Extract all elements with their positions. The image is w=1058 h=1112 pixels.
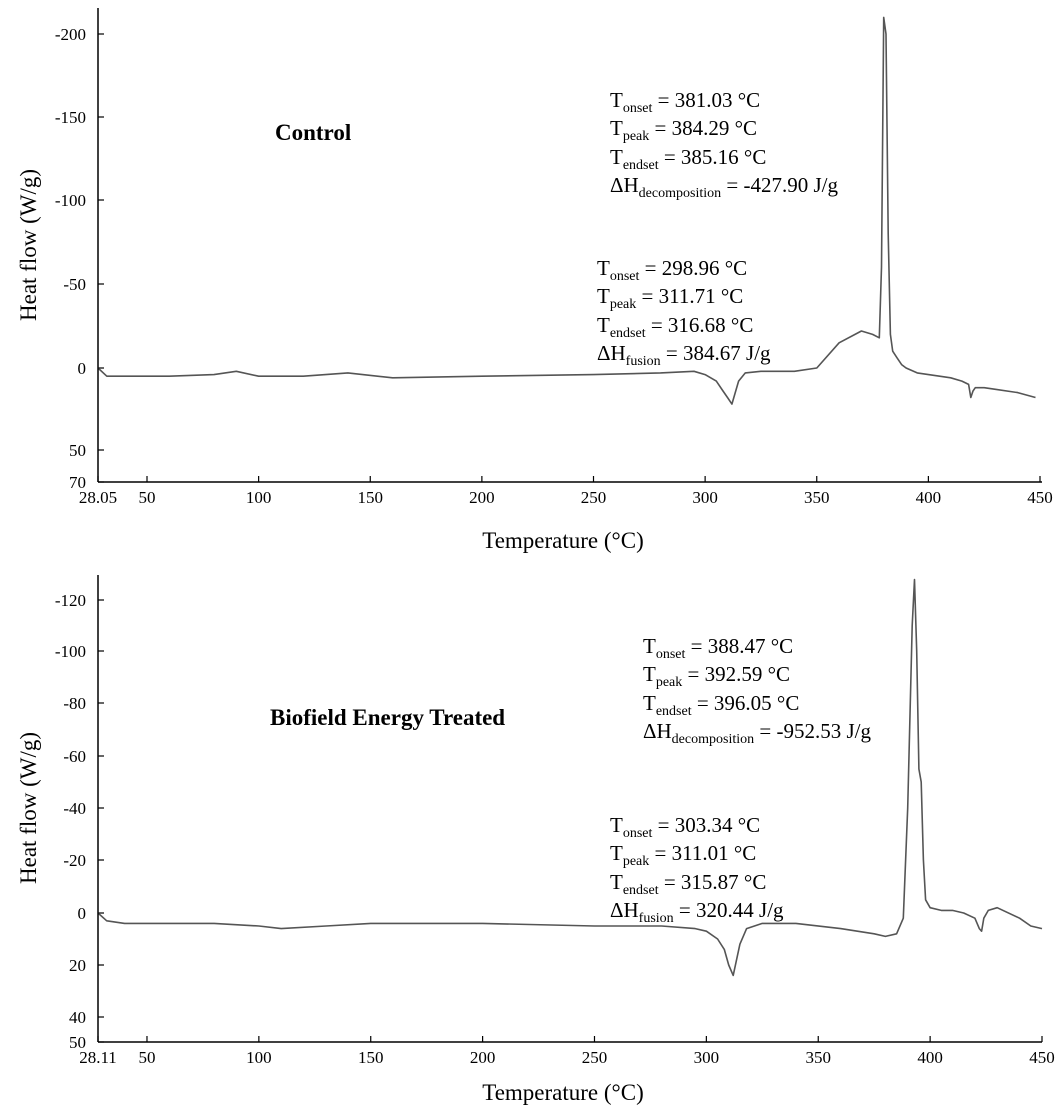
y-tick-label: 0 bbox=[78, 904, 87, 923]
dsc-curve bbox=[98, 17, 1036, 404]
x-tick-label: 100 bbox=[246, 488, 272, 507]
treated-x-ticks: 28.11 50 100 150 200 250 300 350 400 450 bbox=[79, 1036, 1055, 1067]
x-tick-label: 350 bbox=[804, 488, 830, 507]
x-tick-label: 450 bbox=[1029, 1048, 1055, 1067]
x-tick-label: 50 bbox=[138, 1048, 155, 1067]
y-tick-label: -100 bbox=[55, 191, 86, 210]
x-tick-label: 450 bbox=[1027, 488, 1053, 507]
x-tick-label: 350 bbox=[805, 1048, 831, 1067]
y-tick-label: -150 bbox=[55, 108, 86, 127]
x-tick-label: 400 bbox=[917, 1048, 943, 1067]
treated-fusion-onset: Tonset = 303.34 °C bbox=[610, 813, 760, 841]
x-tick-label: 250 bbox=[581, 488, 607, 507]
x-tick-label: 50 bbox=[139, 488, 156, 507]
treated-y-ticks: -120 -100 -80 -60 -40 -20 0 20 40 50 bbox=[55, 591, 104, 1052]
control-xlabel: Temperature (°C) bbox=[482, 528, 643, 553]
y-tick-label: 0 bbox=[78, 359, 87, 378]
x-tick-label: 150 bbox=[358, 1048, 384, 1067]
x-tick-label: 100 bbox=[246, 1048, 272, 1067]
y-tick-label: 70 bbox=[69, 473, 86, 492]
dsc-curve bbox=[98, 580, 1042, 976]
control-fusion-endset: Tendset = 316.68 °C bbox=[597, 313, 753, 341]
y-tick-label: -120 bbox=[55, 591, 86, 610]
treated-fusion-peak: Tpeak = 311.01 °C bbox=[610, 841, 756, 869]
treated-decomp-onset: Tonset = 388.47 °C bbox=[643, 634, 793, 662]
y-tick-label: -80 bbox=[63, 694, 86, 713]
x-tick-label: 250 bbox=[582, 1048, 608, 1067]
treated-decomp-endset: Tendset = 396.05 °C bbox=[643, 691, 799, 719]
y-tick-label: -20 bbox=[63, 851, 86, 870]
treated-title: Biofield Energy Treated bbox=[270, 705, 505, 730]
control-decomp-dh: ΔHdecomposition = -427.90 J/g bbox=[610, 173, 838, 201]
control-ylabel: Heat flow (W/g) bbox=[16, 169, 41, 321]
control-decomp-onset: Tonset = 381.03 °C bbox=[610, 88, 760, 116]
control-title: Control bbox=[275, 120, 351, 145]
y-tick-label: -200 bbox=[55, 25, 86, 44]
control-panel: Control Heat flow (W/g) Temperature (°C)… bbox=[16, 8, 1053, 553]
control-decomp-endset: Tendset = 385.16 °C bbox=[610, 145, 766, 173]
y-tick-label: -50 bbox=[63, 275, 86, 294]
treated-xlabel: Temperature (°C) bbox=[482, 1080, 643, 1105]
x-tick-label: 400 bbox=[916, 488, 942, 507]
treated-decomp-peak: Tpeak = 392.59 °C bbox=[643, 662, 790, 690]
control-series bbox=[98, 17, 1036, 404]
treated-decomp-dh: ΔHdecomposition = -952.53 J/g bbox=[643, 719, 871, 747]
control-y-ticks: -200 -150 -100 -50 0 50 70 bbox=[55, 25, 104, 492]
control-x-ticks: 28.05 50 100 150 200 250 300 350 400 450 bbox=[79, 476, 1053, 507]
treated-panel: Biofield Energy Treated Heat flow (W/g) … bbox=[16, 575, 1055, 1105]
treated-fusion-endset: Tendset = 315.87 °C bbox=[610, 870, 766, 898]
y-tick-label: 20 bbox=[69, 956, 86, 975]
control-fusion-dh: ΔHfusion = 384.67 J/g bbox=[597, 341, 771, 369]
x-tick-label: 150 bbox=[358, 488, 384, 507]
control-decomp-peak: Tpeak = 384.29 °C bbox=[610, 116, 757, 144]
x-tick-label: 300 bbox=[694, 1048, 720, 1067]
treated-ylabel: Heat flow (W/g) bbox=[16, 732, 41, 884]
y-tick-label: 50 bbox=[69, 441, 86, 460]
x-tick-label: 200 bbox=[469, 488, 495, 507]
x-tick-label: 300 bbox=[692, 488, 718, 507]
y-tick-label: -40 bbox=[63, 799, 86, 818]
x-tick-label: 200 bbox=[470, 1048, 496, 1067]
control-fusion-onset: Tonset = 298.96 °C bbox=[597, 256, 747, 284]
y-tick-label: 40 bbox=[69, 1008, 86, 1027]
treated-fusion-dh: ΔHfusion = 320.44 J/g bbox=[610, 898, 784, 926]
y-tick-label: -100 bbox=[55, 642, 86, 661]
y-tick-label: -60 bbox=[63, 747, 86, 766]
y-tick-label: 50 bbox=[69, 1033, 86, 1052]
control-fusion-peak: Tpeak = 311.71 °C bbox=[597, 284, 743, 312]
treated-series bbox=[98, 580, 1042, 976]
